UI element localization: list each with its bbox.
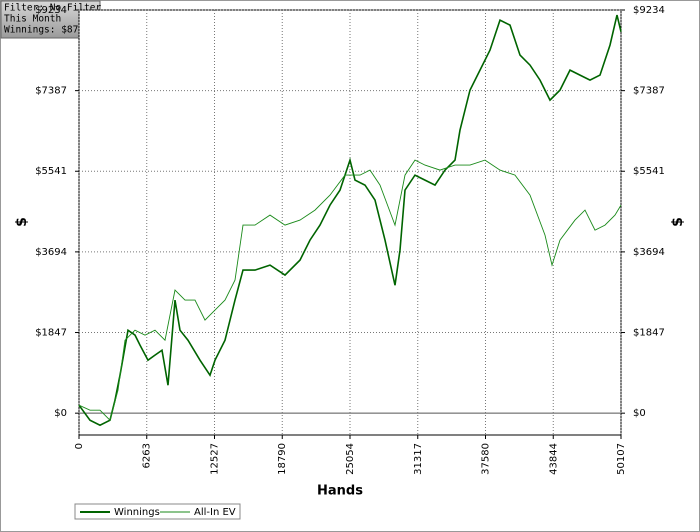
y-tick-label: $9234 — [35, 5, 67, 16]
x-tick-label: 18790 — [277, 443, 288, 475]
info-period: This Month — [4, 14, 61, 25]
x-axis-label: Hands — [317, 484, 363, 499]
y-axis-label: $ — [14, 217, 30, 227]
x-tick-label: 37580 — [480, 443, 491, 475]
legend-label: Winnings — [114, 507, 160, 518]
legend-box — [74, 503, 241, 520]
info-winnings: Winnings: $8734.61 — [4, 25, 107, 36]
y2-tick-label: $0 — [633, 408, 646, 419]
y-tick-label: $5541 — [35, 166, 67, 177]
info-box: Filter: No Filter This Month Winnings: $… — [0, 0, 107, 39]
y2-tick-label: $9234 — [633, 5, 665, 16]
y2-axis-label: $ — [670, 217, 686, 227]
y2-tick-label: $1847 — [633, 328, 665, 339]
x-tick-label: 0 — [74, 443, 85, 449]
y2-tick-label: $3694 — [633, 247, 665, 258]
legend: Winnings All-In EV — [74, 503, 241, 520]
series-line — [78, 14, 622, 427]
info-filter: Filter: No Filter — [4, 3, 102, 14]
y2-tick-label: $7387 — [633, 86, 665, 97]
x-tick-label: 25054 — [345, 443, 356, 475]
x-tick-label: 6263 — [142, 443, 153, 468]
y-tick-label: $7387 — [35, 86, 67, 97]
y-tick-label: $3694 — [35, 247, 67, 258]
x-tick-label: 43844 — [548, 443, 559, 475]
y-tick-label: $0 — [54, 408, 67, 419]
x-tick-label: 50107 — [616, 443, 627, 475]
y-tick-label: $1847 — [35, 328, 67, 339]
series-line — [78, 159, 622, 422]
y2-tick-label: $5541 — [633, 166, 665, 177]
x-tick-label: 12527 — [210, 443, 221, 475]
legend-label: All-In EV — [194, 507, 236, 518]
x-tick-label: 31317 — [413, 443, 424, 475]
